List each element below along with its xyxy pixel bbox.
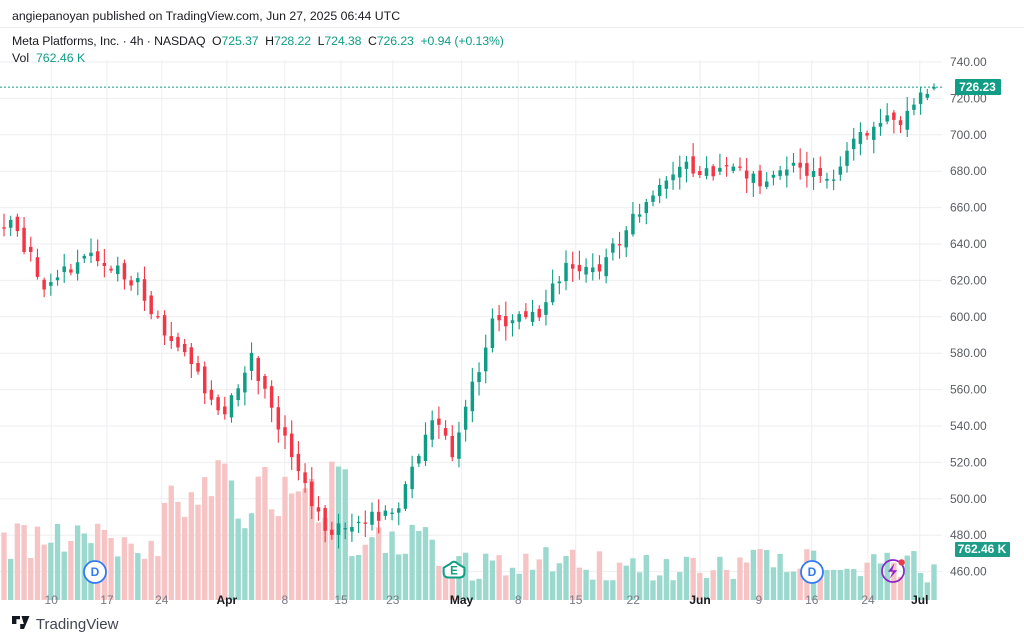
svg-text:520.00: 520.00	[950, 455, 987, 469]
svg-text:740.00: 740.00	[950, 55, 987, 69]
svg-text:8: 8	[281, 593, 288, 607]
svg-text:660.00: 660.00	[950, 201, 987, 215]
svg-text:23: 23	[386, 593, 400, 607]
svg-text:460.00: 460.00	[950, 565, 987, 579]
svg-text:680.00: 680.00	[950, 164, 987, 178]
svg-text:May: May	[450, 593, 474, 607]
svg-text:620.00: 620.00	[950, 273, 987, 287]
svg-text:500.00: 500.00	[950, 492, 987, 506]
svg-text:22: 22	[627, 593, 641, 607]
svg-text:17: 17	[100, 593, 114, 607]
svg-text:Apr: Apr	[216, 593, 237, 607]
svg-text:580.00: 580.00	[950, 346, 987, 360]
svg-text:Jun: Jun	[689, 593, 710, 607]
svg-text:540.00: 540.00	[950, 419, 987, 433]
svg-text:10: 10	[45, 593, 59, 607]
svg-text:E: E	[450, 566, 458, 578]
svg-text:D: D	[91, 565, 100, 579]
svg-text:700.00: 700.00	[950, 128, 987, 142]
svg-text:16: 16	[805, 593, 819, 607]
svg-text:D: D	[808, 565, 817, 579]
svg-text:640.00: 640.00	[950, 237, 987, 251]
svg-text:480.00: 480.00	[950, 528, 987, 542]
svg-text:24: 24	[155, 593, 169, 607]
svg-text:9: 9	[755, 593, 762, 607]
svg-text:560.00: 560.00	[950, 383, 987, 397]
svg-text:600.00: 600.00	[950, 310, 987, 324]
svg-text:15: 15	[569, 593, 583, 607]
svg-text:8: 8	[515, 593, 522, 607]
svg-text:24: 24	[861, 593, 875, 607]
svg-text:15: 15	[334, 593, 348, 607]
svg-text:Jul: Jul	[911, 593, 928, 607]
